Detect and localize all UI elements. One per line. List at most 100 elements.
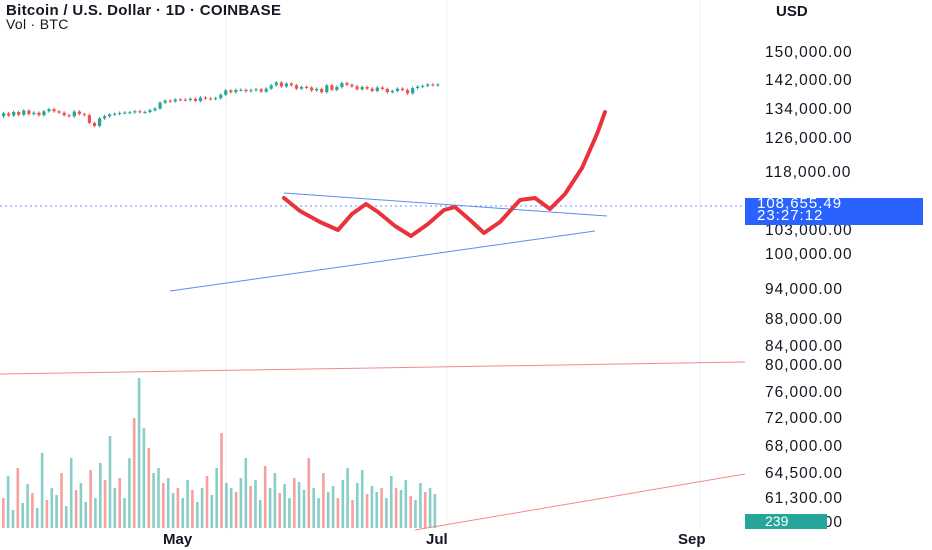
y-tick-label: 118,000.00 — [765, 164, 852, 181]
candle-body — [163, 100, 167, 103]
candle-body — [259, 89, 263, 92]
y-tick-label: 94,000.00 — [765, 281, 843, 298]
candle-body — [7, 113, 11, 116]
volume-bar — [162, 483, 165, 528]
volume-bar — [380, 488, 383, 528]
candle-body — [92, 122, 97, 126]
volume-bar — [293, 478, 296, 528]
y-tick-label: 61,300.00 — [765, 490, 843, 507]
volume-bar — [326, 492, 330, 528]
volume-bar — [249, 486, 252, 528]
candle-body — [274, 82, 278, 86]
candle-body — [345, 83, 349, 85]
volume-bar — [404, 480, 408, 528]
candle-body — [143, 112, 147, 113]
candle-body — [178, 99, 182, 101]
candle-body — [57, 111, 61, 113]
candle-body — [411, 88, 415, 94]
chart-title: Bitcoin / U.S. Dollar · 1D · COINBASE — [6, 2, 282, 19]
volume-bar — [428, 488, 432, 528]
volume-bar — [229, 488, 233, 528]
volume-bar — [331, 486, 335, 528]
candle-body — [42, 111, 46, 116]
candle-body — [385, 88, 389, 93]
candle-body — [289, 83, 293, 86]
candle-body — [173, 99, 177, 102]
volume-bar — [312, 488, 315, 528]
candle-body — [431, 84, 435, 86]
volume-bar — [196, 502, 199, 528]
candle-body — [209, 98, 213, 100]
x-tick-jul: Jul — [426, 531, 448, 548]
volume-bar — [273, 473, 277, 528]
volume-bar — [259, 500, 262, 528]
volume-bar — [278, 493, 281, 528]
volume-bar — [365, 494, 369, 528]
candle-body — [138, 111, 142, 113]
candle-body — [234, 90, 238, 93]
candle-body — [62, 112, 66, 116]
candle-body — [193, 98, 198, 101]
volume-bar — [147, 448, 151, 528]
candle-body — [370, 88, 374, 91]
currency-label[interactable]: USD — [776, 3, 808, 20]
volume-bar — [79, 483, 83, 528]
y-tick-label: 68,000.00 — [765, 438, 843, 455]
volume-bar — [370, 486, 374, 528]
volume-bar — [215, 468, 218, 528]
candle-body — [82, 114, 86, 116]
candle-body — [22, 110, 26, 115]
volume-bar — [360, 470, 364, 528]
volume-bar — [26, 484, 29, 528]
volume-bar — [35, 508, 39, 528]
last-price-value: 108,655.49 — [757, 195, 843, 212]
candle-body — [12, 112, 16, 116]
candle-body — [113, 113, 117, 115]
volume-bar — [419, 483, 422, 528]
volume-bar — [254, 480, 257, 528]
volume-bar — [152, 473, 155, 528]
volume-bar — [94, 498, 97, 528]
volume-bar — [99, 463, 102, 528]
candle-body — [375, 87, 379, 91]
y-tick-label: 142,000.00 — [765, 72, 853, 89]
candle-body — [310, 87, 314, 91]
candle-body — [355, 86, 359, 90]
volume-bar — [375, 492, 378, 528]
volume-bar — [336, 498, 340, 528]
candle-body — [72, 111, 76, 117]
candle-body — [103, 116, 107, 119]
volume-bar — [186, 480, 189, 528]
candle-body — [299, 87, 304, 89]
volume-bar — [351, 500, 354, 528]
volume-bar — [307, 458, 311, 528]
volume-bar — [268, 488, 272, 528]
candle-body — [198, 97, 203, 101]
support-line — [0, 361, 746, 375]
volume-bar — [166, 478, 170, 528]
volume-bar — [385, 498, 388, 528]
candle-body — [325, 85, 329, 93]
volume-bar — [123, 498, 126, 528]
candle-body — [279, 82, 283, 87]
volume-bar — [113, 488, 117, 528]
volume-bar — [157, 468, 160, 528]
volume-indicator-label[interactable]: Vol · BTC — [6, 16, 69, 32]
volume-bar — [103, 480, 107, 528]
volume-bar — [200, 488, 204, 528]
volume-bar — [132, 418, 136, 528]
candle-body — [239, 89, 243, 91]
candle-body — [224, 90, 228, 95]
candle-body — [400, 88, 405, 91]
volume-bar — [283, 484, 286, 528]
candle-body — [32, 112, 36, 115]
volume-bar — [50, 488, 54, 528]
x-tick-sep: Sep — [678, 531, 706, 548]
volume-bar — [423, 492, 427, 528]
y-tick-label: 126,000.00 — [765, 130, 853, 147]
volume-bar — [181, 498, 184, 528]
volume-bar — [409, 496, 412, 528]
candle-body — [244, 89, 248, 92]
candle-body — [128, 112, 132, 114]
